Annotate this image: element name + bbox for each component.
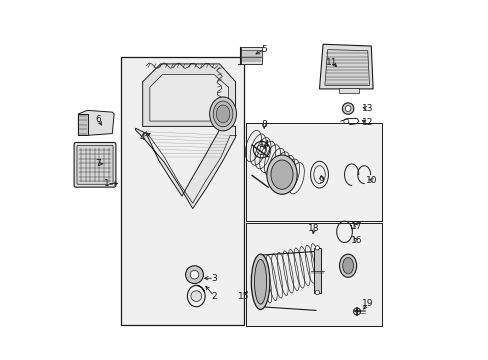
- Ellipse shape: [266, 155, 297, 194]
- Bar: [246, 123, 381, 221]
- Bar: [78, 114, 87, 135]
- Text: 16: 16: [350, 236, 362, 245]
- Text: 2: 2: [211, 292, 217, 301]
- Circle shape: [315, 246, 319, 250]
- Text: 4: 4: [140, 132, 145, 141]
- FancyBboxPatch shape: [74, 143, 116, 187]
- Polygon shape: [78, 111, 114, 135]
- Text: 10: 10: [365, 176, 376, 185]
- Text: 19: 19: [361, 299, 373, 308]
- Ellipse shape: [213, 101, 232, 127]
- Circle shape: [190, 291, 201, 301]
- Circle shape: [315, 291, 319, 295]
- Bar: [313, 248, 320, 293]
- Text: 14: 14: [258, 140, 269, 149]
- Ellipse shape: [270, 160, 292, 189]
- Bar: [241, 50, 261, 57]
- Ellipse shape: [339, 254, 356, 277]
- Ellipse shape: [342, 257, 353, 274]
- Text: 7: 7: [95, 159, 101, 168]
- Circle shape: [353, 308, 360, 315]
- Polygon shape: [319, 44, 372, 89]
- Circle shape: [342, 103, 353, 114]
- Text: 17: 17: [350, 222, 362, 231]
- Bar: [121, 57, 244, 325]
- Ellipse shape: [216, 105, 229, 123]
- Polygon shape: [135, 125, 235, 208]
- Ellipse shape: [209, 97, 236, 131]
- Text: 3: 3: [211, 274, 217, 283]
- Circle shape: [345, 106, 350, 111]
- Text: 5: 5: [261, 45, 266, 54]
- Text: 1: 1: [104, 179, 110, 188]
- FancyBboxPatch shape: [241, 47, 262, 64]
- Circle shape: [190, 270, 198, 279]
- Text: 15: 15: [237, 292, 249, 301]
- Text: 11: 11: [325, 58, 337, 67]
- Polygon shape: [324, 50, 369, 85]
- Text: 9: 9: [318, 176, 324, 185]
- Bar: [246, 223, 381, 327]
- Text: 8: 8: [261, 120, 266, 129]
- Text: 12: 12: [361, 118, 373, 127]
- Text: 13: 13: [361, 104, 373, 113]
- Bar: [339, 88, 358, 93]
- Ellipse shape: [254, 260, 266, 304]
- FancyBboxPatch shape: [77, 145, 113, 184]
- Text: 18: 18: [308, 224, 319, 233]
- Text: 6: 6: [95, 115, 101, 124]
- Polygon shape: [142, 64, 235, 126]
- Circle shape: [185, 266, 203, 284]
- Polygon shape: [149, 75, 228, 121]
- Ellipse shape: [251, 254, 269, 310]
